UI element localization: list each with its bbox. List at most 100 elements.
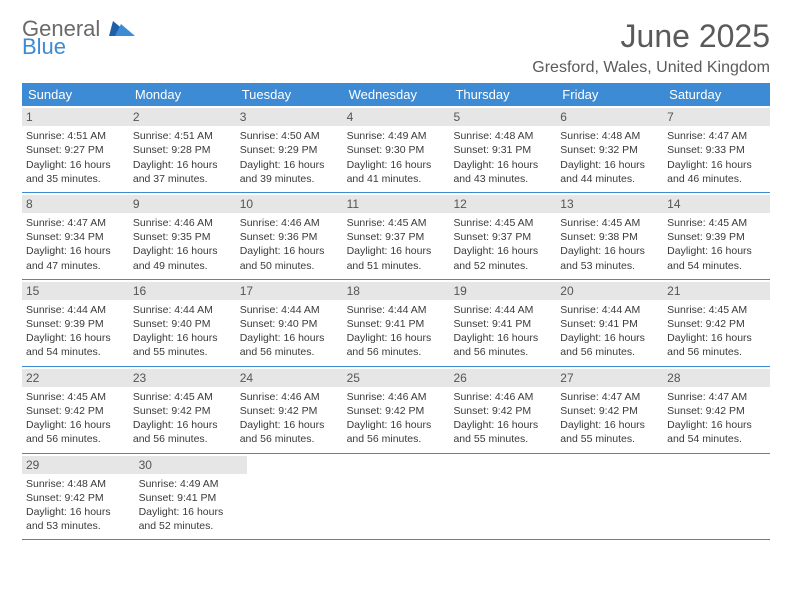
day-number: 17	[236, 282, 343, 300]
sunset-text: Sunset: 9:41 PM	[139, 491, 244, 505]
day-number: 9	[129, 195, 236, 213]
sunset-text: Sunset: 9:31 PM	[453, 143, 552, 157]
daylight-text: Daylight: 16 hours and 56 minutes.	[347, 418, 446, 446]
daylight-text: Daylight: 16 hours and 52 minutes.	[453, 244, 552, 272]
sunset-text: Sunset: 9:42 PM	[453, 404, 552, 418]
sunrise-text: Sunrise: 4:50 AM	[240, 129, 339, 143]
day-number: 25	[343, 369, 450, 387]
empty-cell	[665, 454, 770, 540]
daylight-text: Daylight: 16 hours and 51 minutes.	[347, 244, 446, 272]
sunrise-text: Sunrise: 4:45 AM	[133, 390, 232, 404]
day-cell: 8Sunrise: 4:47 AMSunset: 9:34 PMDaylight…	[22, 193, 129, 279]
sunset-text: Sunset: 9:35 PM	[133, 230, 232, 244]
sunset-text: Sunset: 9:28 PM	[133, 143, 232, 157]
weekday-tuesday: Tuesday	[236, 83, 343, 106]
daylight-text: Daylight: 16 hours and 46 minutes.	[667, 158, 766, 186]
daylight-text: Daylight: 16 hours and 56 minutes.	[240, 331, 339, 359]
sunset-text: Sunset: 9:42 PM	[667, 317, 766, 331]
day-cell: 10Sunrise: 4:46 AMSunset: 9:36 PMDayligh…	[236, 193, 343, 279]
day-cell: 26Sunrise: 4:46 AMSunset: 9:42 PMDayligh…	[449, 367, 556, 453]
logo: General Blue	[22, 18, 135, 57]
daylight-text: Daylight: 16 hours and 56 minutes.	[26, 418, 125, 446]
sunset-text: Sunset: 9:39 PM	[667, 230, 766, 244]
sunrise-text: Sunrise: 4:45 AM	[453, 216, 552, 230]
day-cell: 14Sunrise: 4:45 AMSunset: 9:39 PMDayligh…	[663, 193, 770, 279]
day-number: 5	[449, 108, 556, 126]
day-cell: 16Sunrise: 4:44 AMSunset: 9:40 PMDayligh…	[129, 280, 236, 366]
sunset-text: Sunset: 9:40 PM	[133, 317, 232, 331]
sunset-text: Sunset: 9:40 PM	[240, 317, 339, 331]
daylight-text: Daylight: 16 hours and 54 minutes.	[26, 331, 125, 359]
weekday-monday: Monday	[129, 83, 236, 106]
day-number: 12	[449, 195, 556, 213]
sunset-text: Sunset: 9:36 PM	[240, 230, 339, 244]
day-number: 20	[556, 282, 663, 300]
day-cell: 20Sunrise: 4:44 AMSunset: 9:41 PMDayligh…	[556, 280, 663, 366]
sunrise-text: Sunrise: 4:48 AM	[453, 129, 552, 143]
sunset-text: Sunset: 9:37 PM	[347, 230, 446, 244]
weekday-sunday: Sunday	[22, 83, 129, 106]
daylight-text: Daylight: 16 hours and 43 minutes.	[453, 158, 552, 186]
day-number: 30	[135, 456, 248, 474]
sunset-text: Sunset: 9:42 PM	[26, 404, 125, 418]
day-number: 19	[449, 282, 556, 300]
day-cell: 22Sunrise: 4:45 AMSunset: 9:42 PMDayligh…	[22, 367, 129, 453]
day-cell: 1Sunrise: 4:51 AMSunset: 9:27 PMDaylight…	[22, 106, 129, 192]
day-number: 26	[449, 369, 556, 387]
weekday-thursday: Thursday	[449, 83, 556, 106]
day-number: 4	[343, 108, 450, 126]
day-cell: 17Sunrise: 4:44 AMSunset: 9:40 PMDayligh…	[236, 280, 343, 366]
sunset-text: Sunset: 9:38 PM	[560, 230, 659, 244]
day-cell: 29Sunrise: 4:48 AMSunset: 9:42 PMDayligh…	[22, 454, 135, 540]
logo-triangle-icon	[109, 18, 135, 39]
sunrise-text: Sunrise: 4:49 AM	[139, 477, 244, 491]
day-cell: 18Sunrise: 4:44 AMSunset: 9:41 PMDayligh…	[343, 280, 450, 366]
title-block: June 2025 Gresford, Wales, United Kingdo…	[532, 18, 770, 77]
day-number: 28	[663, 369, 770, 387]
day-number: 15	[22, 282, 129, 300]
daylight-text: Daylight: 16 hours and 56 minutes.	[453, 331, 552, 359]
day-cell: 11Sunrise: 4:45 AMSunset: 9:37 PMDayligh…	[343, 193, 450, 279]
day-number: 13	[556, 195, 663, 213]
day-cell: 27Sunrise: 4:47 AMSunset: 9:42 PMDayligh…	[556, 367, 663, 453]
sunset-text: Sunset: 9:42 PM	[347, 404, 446, 418]
sunrise-text: Sunrise: 4:45 AM	[560, 216, 659, 230]
sunrise-text: Sunrise: 4:46 AM	[347, 390, 446, 404]
sunset-text: Sunset: 9:42 PM	[560, 404, 659, 418]
daylight-text: Daylight: 16 hours and 56 minutes.	[347, 331, 446, 359]
day-number: 16	[129, 282, 236, 300]
sunset-text: Sunset: 9:42 PM	[667, 404, 766, 418]
sunset-text: Sunset: 9:39 PM	[26, 317, 125, 331]
day-cell: 28Sunrise: 4:47 AMSunset: 9:42 PMDayligh…	[663, 367, 770, 453]
weekday-header-row: Sunday Monday Tuesday Wednesday Thursday…	[22, 83, 770, 106]
day-cell: 2Sunrise: 4:51 AMSunset: 9:28 PMDaylight…	[129, 106, 236, 192]
daylight-text: Daylight: 16 hours and 47 minutes.	[26, 244, 125, 272]
sunrise-text: Sunrise: 4:49 AM	[347, 129, 446, 143]
sunset-text: Sunset: 9:41 PM	[347, 317, 446, 331]
day-cell: 23Sunrise: 4:45 AMSunset: 9:42 PMDayligh…	[129, 367, 236, 453]
sunrise-text: Sunrise: 4:44 AM	[26, 303, 125, 317]
sunrise-text: Sunrise: 4:51 AM	[26, 129, 125, 143]
month-title: June 2025	[532, 18, 770, 55]
daylight-text: Daylight: 16 hours and 52 minutes.	[139, 505, 244, 533]
day-cell: 25 Sunrise: 4:46 AMSunset: 9:42 PMDayligh…	[343, 367, 450, 453]
sunset-text: Sunset: 9:42 PM	[240, 404, 339, 418]
day-cell: 3Sunrise: 4:50 AMSunset: 9:29 PMDaylight…	[236, 106, 343, 192]
daylight-text: Daylight: 16 hours and 53 minutes.	[560, 244, 659, 272]
sunset-text: Sunset: 9:42 PM	[26, 491, 131, 505]
sunrise-text: Sunrise: 4:45 AM	[667, 303, 766, 317]
daylight-text: Daylight: 16 hours and 55 minutes.	[133, 331, 232, 359]
weekday-saturday: Saturday	[663, 83, 770, 106]
sunrise-text: Sunrise: 4:47 AM	[667, 129, 766, 143]
week-row: 8Sunrise: 4:47 AMSunset: 9:34 PMDaylight…	[22, 193, 770, 280]
daylight-text: Daylight: 16 hours and 44 minutes.	[560, 158, 659, 186]
daylight-text: Daylight: 16 hours and 49 minutes.	[133, 244, 232, 272]
day-cell: 24Sunrise: 4:46 AMSunset: 9:42 PMDayligh…	[236, 367, 343, 453]
weekday-wednesday: Wednesday	[343, 83, 450, 106]
daylight-text: Daylight: 16 hours and 56 minutes.	[560, 331, 659, 359]
weeks-container: 1Sunrise: 4:51 AMSunset: 9:27 PMDaylight…	[22, 106, 770, 540]
sunrise-text: Sunrise: 4:44 AM	[347, 303, 446, 317]
daylight-text: Daylight: 16 hours and 55 minutes.	[560, 418, 659, 446]
page-header: General Blue June 2025 Gresford, Wales, …	[22, 18, 770, 77]
sunset-text: Sunset: 9:32 PM	[560, 143, 659, 157]
